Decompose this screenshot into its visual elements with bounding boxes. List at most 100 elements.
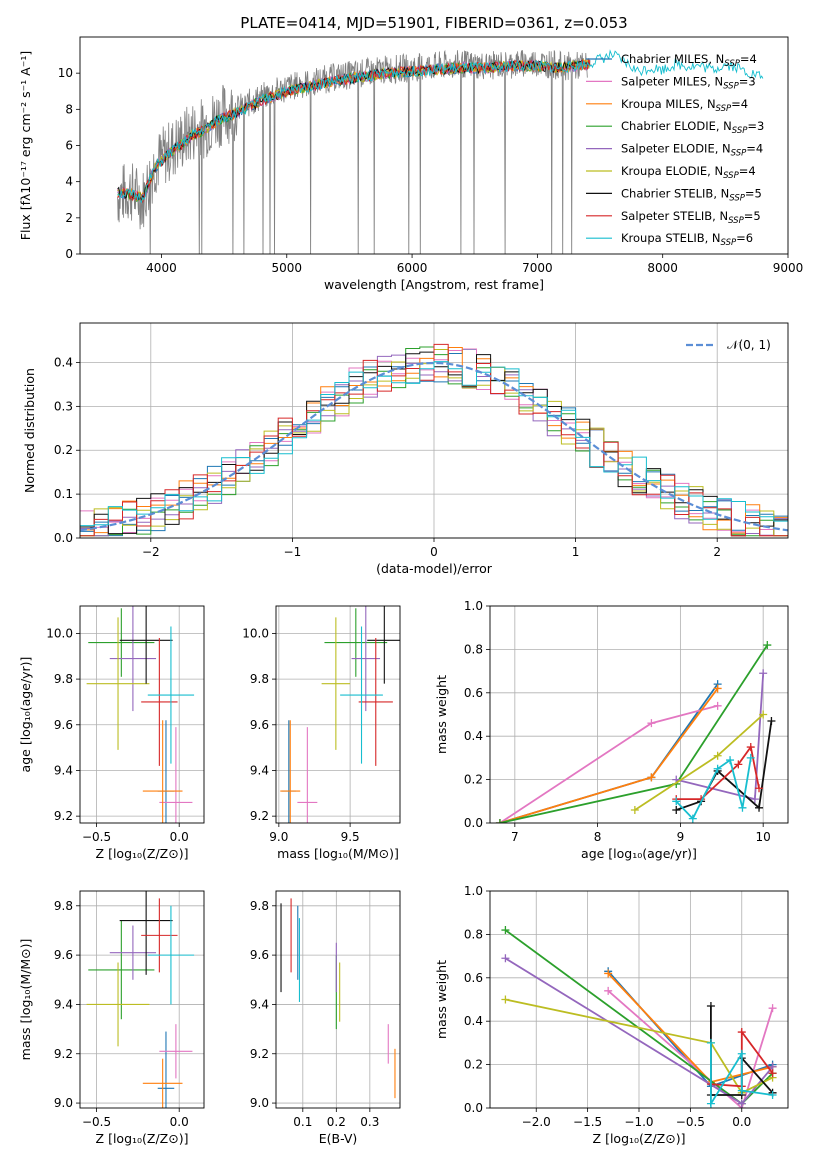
- y-tick-label: 9.6: [250, 718, 269, 732]
- mass-vs-metallicity-panel: −0.5 0.0 9.0 9.2 9.4 9.6 9.8 Z [log₁₀(Z/Z⊙)] mas…: [18, 890, 205, 1146]
- weight-marker: [713, 684, 722, 693]
- y-tick-label: 1.0: [464, 599, 483, 613]
- legend-entry: Chabrier ELODIE, NSSP=3: [621, 119, 764, 136]
- x-tick-label: 0.0: [170, 830, 189, 844]
- x-tick-label: −1.5: [573, 1115, 602, 1129]
- error-bar-point: [142, 1058, 183, 1108]
- axes-frame: [79, 890, 205, 1109]
- error-bar-point: [358, 637, 393, 766]
- y-tick-label: 0.0: [464, 1101, 483, 1115]
- weight-marker: [763, 641, 772, 650]
- weight-marker: [604, 986, 613, 995]
- weight-marker: [726, 756, 735, 765]
- y-tick-label: 9.4: [54, 763, 73, 777]
- x-tick-label: 4000: [146, 261, 177, 275]
- y-tick-label: 0.6: [464, 971, 483, 985]
- model-spectrum-line: [117, 49, 764, 204]
- axes-frame: [489, 605, 789, 824]
- y-tick-label: 9.0: [54, 1096, 73, 1110]
- y-tick-label: 10.0: [46, 626, 73, 640]
- y-tick-label: 9.8: [250, 899, 269, 913]
- legend-entry: Salpeter MILES, NSSP=3: [621, 74, 756, 91]
- age-vs-metallicity-panel: −0.5 0.0 9.2 9.4 9.6 9.8 10.0 Z [log₁₀(Z/Z⊙)] ag…: [18, 605, 205, 861]
- weight-marker: [647, 719, 656, 728]
- y-tick-label: 9.8: [250, 672, 269, 686]
- x-axis-label: (data-model)/error: [376, 561, 493, 576]
- weight-series-line: [499, 687, 719, 823]
- y-tick-label: 9.2: [250, 1047, 269, 1061]
- weight-marker: [750, 795, 759, 804]
- weight-marker: [501, 995, 510, 1004]
- error-bar-point: [147, 626, 195, 764]
- x-tick-label: 8000: [647, 261, 678, 275]
- weight-marker: [713, 751, 722, 760]
- y-tick-label: 0.8: [464, 642, 483, 656]
- error-bar-point: [147, 905, 195, 1005]
- x-axis-label: mass [log₁₀(M/M⊙)]: [277, 846, 399, 861]
- error-bar-point: [141, 637, 178, 766]
- x-tick-label: 2: [713, 545, 721, 559]
- x-tick-label: 10: [756, 830, 771, 844]
- weight-series-line: [505, 998, 773, 1094]
- y-tick-label: 0.6: [464, 686, 483, 700]
- error-bar-point: [340, 626, 383, 764]
- weight-marker: [737, 1099, 746, 1108]
- weight-series-line: [675, 757, 752, 821]
- error-bar-point: [159, 727, 193, 823]
- y-tick-label: 0.4: [464, 1014, 483, 1028]
- x-tick-label: −1.0: [624, 1115, 653, 1129]
- x-tick-label: 0.0: [170, 1115, 189, 1129]
- x-tick-label: −0.5: [82, 830, 111, 844]
- error-bar-point: [141, 898, 178, 973]
- y-tick-label: 8: [65, 102, 73, 116]
- y-axis-label: Flux [fλ10⁻¹⁷ erg cm⁻² s⁻¹ A⁻¹]: [18, 51, 33, 240]
- error-bar-point: [280, 720, 301, 823]
- x-tick-label: 0.3: [360, 1115, 379, 1129]
- gaussian-reference-curve: [80, 361, 788, 532]
- weight-marker: [713, 701, 722, 710]
- histogram-steps: [80, 361, 788, 527]
- y-tick-label: 1.0: [464, 884, 483, 898]
- y-tick-label: 9.6: [54, 718, 73, 732]
- error-bar-point: [321, 617, 351, 750]
- y-tick-label: 9.0: [250, 1096, 269, 1110]
- weight-marker: [501, 926, 510, 935]
- x-axis-label: E(B-V): [319, 1131, 358, 1146]
- error-bar-point: [109, 606, 157, 712]
- histogram-steps: [80, 348, 788, 537]
- legend-entry: Kroupa ELODIE, NSSP=4: [621, 164, 756, 181]
- y-axis-label: mass [log₁₀(M/M⊙)]: [18, 939, 33, 1061]
- x-tick-label: 0.0: [732, 1115, 751, 1129]
- y-tick-label: 0.2: [54, 443, 73, 457]
- y-tick-label: 0.0: [54, 531, 73, 545]
- weight-marker: [768, 1004, 777, 1013]
- y-tick-label: 9.6: [250, 948, 269, 962]
- x-tick-label: 1: [572, 545, 580, 559]
- y-tick-label: 0.1: [54, 487, 73, 501]
- weight-marker: [746, 743, 755, 752]
- x-axis-label: wavelength [Angstrom, rest frame]: [324, 277, 544, 292]
- x-tick-label: −0.5: [676, 1115, 705, 1129]
- x-tick-label: −1: [284, 545, 302, 559]
- x-axis-label: age [log₁₀(age/yr)]: [581, 846, 697, 861]
- x-axis-label: Z [log₁₀(Z/Z⊙)]: [593, 1131, 686, 1146]
- weight-marker: [759, 710, 768, 719]
- weight-marker: [501, 954, 510, 963]
- y-tick-label: 9.4: [250, 763, 269, 777]
- weight-marker: [737, 1028, 746, 1037]
- y-tick-label: 0.0: [464, 816, 483, 830]
- y-tick-label: 6: [65, 139, 73, 153]
- error-bar-point: [119, 891, 173, 975]
- legend-entry: Chabrier MILES, NSSP=4: [621, 52, 757, 69]
- y-tick-label: 9.4: [250, 997, 269, 1011]
- spectrum-panel: 4000 5000 6000 7000 8000 9000 0 2 4 6 8 10 wavelengt…: [18, 36, 803, 292]
- y-tick-label: 4: [65, 175, 73, 189]
- y-tick-label: 9.2: [54, 1047, 73, 1061]
- x-tick-label: 6000: [397, 261, 428, 275]
- axes-frame: [489, 890, 789, 1109]
- y-tick-label: 9.2: [54, 809, 73, 823]
- weight-marker: [647, 773, 656, 782]
- x-tick-label: 5000: [271, 261, 302, 275]
- y-tick-label: 0.3: [54, 399, 73, 413]
